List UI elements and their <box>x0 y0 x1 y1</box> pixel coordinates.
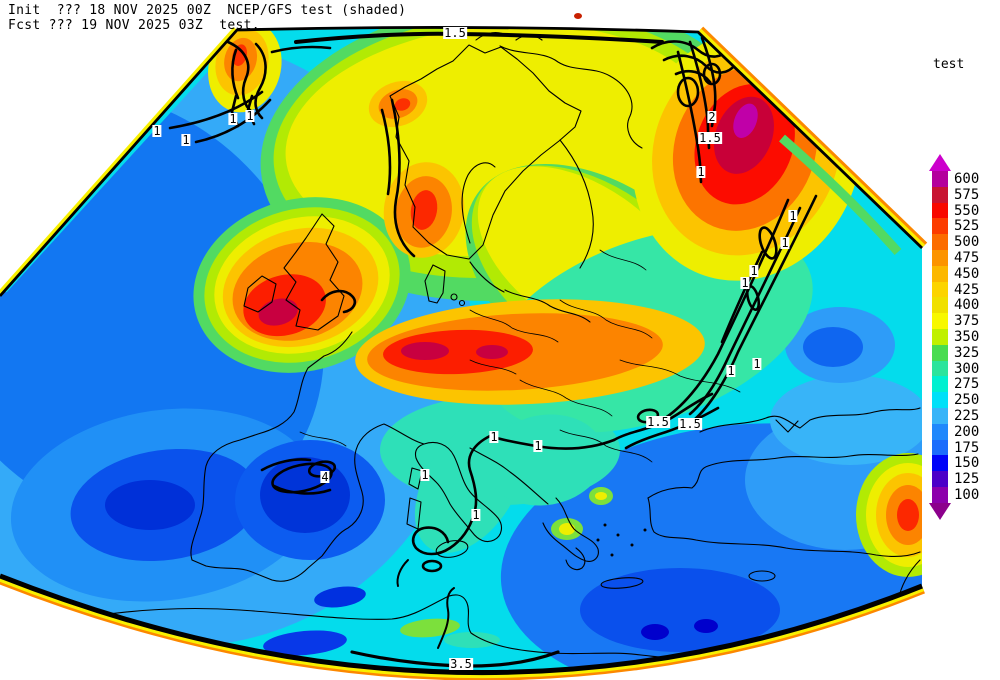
colorbar-label: 425 <box>954 281 980 298</box>
colorbar-label: 200 <box>954 423 980 440</box>
colorbar-label: 275 <box>954 376 980 393</box>
colorbar-label: 475 <box>954 250 980 266</box>
colorbar-box <box>932 423 948 440</box>
colorbar-label: 325 <box>954 344 980 361</box>
colorbar-box <box>932 455 948 472</box>
colorbar-label: 400 <box>954 297 980 314</box>
colorbar-box <box>932 376 948 393</box>
colorbar-box <box>932 186 948 203</box>
colorbar-box <box>932 234 948 251</box>
colorbar-arrow-down <box>929 503 951 520</box>
colorbar-box <box>932 218 948 235</box>
colorbar-label: 250 <box>954 392 980 409</box>
colorbar-box <box>932 171 948 187</box>
colorbar-label: 300 <box>954 360 980 377</box>
colorbar-label: 525 <box>954 218 980 235</box>
colorbar-box <box>932 344 948 361</box>
colorbar-box <box>932 439 948 456</box>
germany-hotspot-band <box>355 299 705 405</box>
coastlines-layer <box>59 31 921 665</box>
colorbar-box <box>932 487 948 503</box>
colorbar-label: 125 <box>954 471 980 488</box>
colorbar-label: 150 <box>954 455 980 472</box>
colorbar-box <box>932 297 948 314</box>
colorbar-box <box>932 392 948 409</box>
field-unit-label: test <box>933 57 965 72</box>
colorbar-box <box>932 250 948 266</box>
colorbar-label: 225 <box>954 408 980 424</box>
right-edge-hotspot <box>856 453 922 577</box>
colorbar-box <box>932 360 948 377</box>
header-fcst-line: Fcst ??? 19 NOV 2025 03Z test. <box>8 18 260 33</box>
colorbar-label: 575 <box>954 186 980 203</box>
colorbar-label: 100 <box>954 487 980 503</box>
colorbar-box <box>932 408 948 424</box>
colorbar-label: 550 <box>954 202 980 219</box>
header-init-line: Init ??? 18 NOV 2025 00Z NCEP/GFS test (… <box>8 3 407 18</box>
colorbar-box <box>932 265 948 282</box>
colorbar-box <box>932 313 948 330</box>
uk-hotspot <box>193 197 411 373</box>
map-boundary <box>0 13 923 675</box>
colorbar-label: 175 <box>954 439 980 456</box>
colorbar-box <box>932 202 948 219</box>
colorbar-label: 350 <box>954 329 980 345</box>
colorbar-label: 450 <box>954 265 980 282</box>
colorbar-box <box>932 471 948 488</box>
colorbar-box <box>932 329 948 345</box>
colorbar-label: 600 <box>954 171 980 187</box>
colorbar-box <box>932 281 948 298</box>
colorbar-label: 375 <box>954 313 980 330</box>
colorbar-label: 500 <box>954 234 980 251</box>
iceland-corner-spot <box>208 27 282 113</box>
colorbar-arrow-up <box>929 154 951 171</box>
